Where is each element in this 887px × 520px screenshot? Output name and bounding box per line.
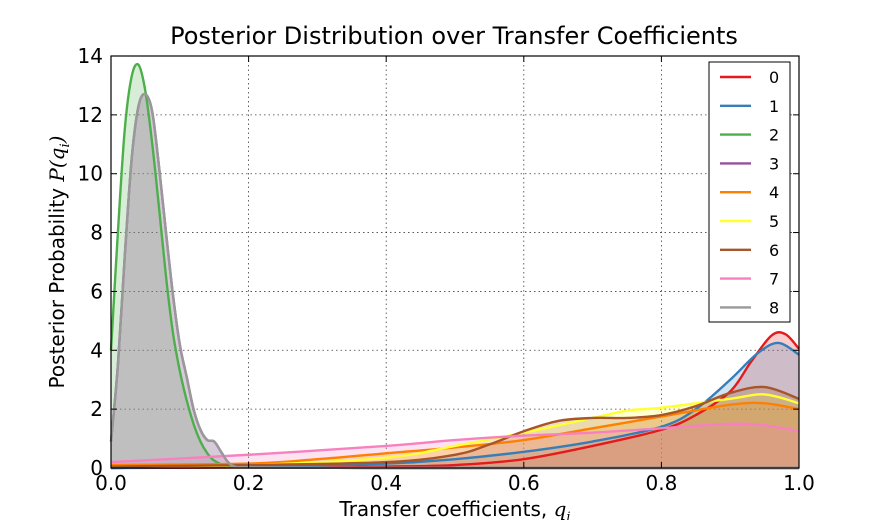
x-tick-label: 0.6 <box>508 471 540 495</box>
y-axis-label-text: Posterior Probability <box>45 182 69 389</box>
x-axis-label-subscript: i <box>566 510 570 520</box>
series-1-area <box>111 342 799 468</box>
x-tick-label: 0.4 <box>370 471 402 495</box>
series-5-area <box>111 394 799 468</box>
legend: 0 1 2 3 4 5 6 7 8 <box>708 61 791 323</box>
legend-label-4: 4 <box>769 183 779 202</box>
y-tick-label: 8 <box>90 221 103 245</box>
series-6-line <box>110 385 800 468</box>
series-4-line <box>110 401 800 467</box>
series-2-area <box>111 64 799 468</box>
y-tick-label: 14 <box>78 44 103 68</box>
y-axis-label-subscript: i <box>58 143 73 147</box>
plot-frame <box>110 55 800 469</box>
series-3-area <box>111 94 799 468</box>
legend-label-8: 8 <box>769 298 779 317</box>
series-8-area <box>111 94 799 468</box>
series-4-area <box>111 402 799 468</box>
y-axis-label-symbol: P(q <box>45 148 69 183</box>
x-tick-label: 1.0 <box>783 471 815 495</box>
series-6-area <box>111 386 799 468</box>
legend-label-3: 3 <box>769 154 779 173</box>
y-tick-label: 6 <box>90 279 103 303</box>
series-lines <box>109 62 800 470</box>
legend-label-7: 7 <box>769 270 779 289</box>
y-axis-label: Posterior Probability P(qi) <box>45 136 73 389</box>
legend-label-1: 1 <box>769 97 779 116</box>
legend-label-0: 0 <box>769 68 779 87</box>
y-tick-label: 2 <box>90 397 103 421</box>
y-tick-label: 0 <box>90 456 103 480</box>
grid <box>111 56 799 468</box>
x-tick-label: 0.2 <box>233 471 265 495</box>
y-tick-label: 10 <box>78 162 103 186</box>
chart-title: Posterior Distribution over Transfer Coe… <box>170 22 738 50</box>
legend-label-5: 5 <box>769 212 779 231</box>
x-tick-label: 0.0 <box>95 471 127 495</box>
series-1-line <box>110 341 800 470</box>
y-tick-label: 12 <box>78 103 103 127</box>
series-7-line <box>110 422 800 464</box>
x-axis-label-text: Transfer coefficients, <box>338 497 553 520</box>
x-axis-label: Transfer coefficients, qi <box>338 497 570 520</box>
y-tick-label: 4 <box>90 338 103 362</box>
y-axis-label-close: ) <box>45 136 69 145</box>
legend-label-2: 2 <box>769 126 779 145</box>
x-tick-label: 0.8 <box>645 471 677 495</box>
legend-label-6: 6 <box>769 241 779 260</box>
x-axis-ticks: 0.0 0.2 0.4 0.6 0.8 1.0 <box>95 56 815 495</box>
x-axis-label-symbol: q <box>554 497 567 520</box>
series-0-area <box>111 332 799 468</box>
